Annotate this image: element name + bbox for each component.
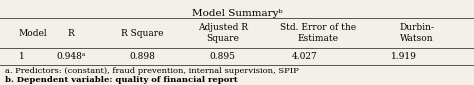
Text: Std. Error of the
Estimate: Std. Error of the Estimate [280, 23, 356, 43]
Text: 0.895: 0.895 [210, 52, 236, 61]
Text: Model: Model [19, 29, 47, 38]
Text: Model Summaryᵇ: Model Summaryᵇ [191, 8, 283, 18]
Text: Durbin-
Watson: Durbin- Watson [400, 23, 435, 43]
Text: 0.948ᵃ: 0.948ᵃ [56, 52, 86, 61]
Text: 1.919: 1.919 [391, 52, 417, 61]
Text: b. Dependent variable: quality of financial report: b. Dependent variable: quality of financ… [5, 76, 237, 84]
Text: 4.027: 4.027 [292, 52, 318, 61]
Text: R Square: R Square [121, 29, 164, 38]
Text: 0.898: 0.898 [129, 52, 155, 61]
Text: Adjusted R
Square: Adjusted R Square [198, 23, 248, 43]
Text: R: R [68, 29, 74, 38]
Text: 1: 1 [19, 52, 25, 61]
Text: a. Predictors: (constant), fraud prevention, internal supervision, SPIP: a. Predictors: (constant), fraud prevent… [5, 67, 299, 75]
